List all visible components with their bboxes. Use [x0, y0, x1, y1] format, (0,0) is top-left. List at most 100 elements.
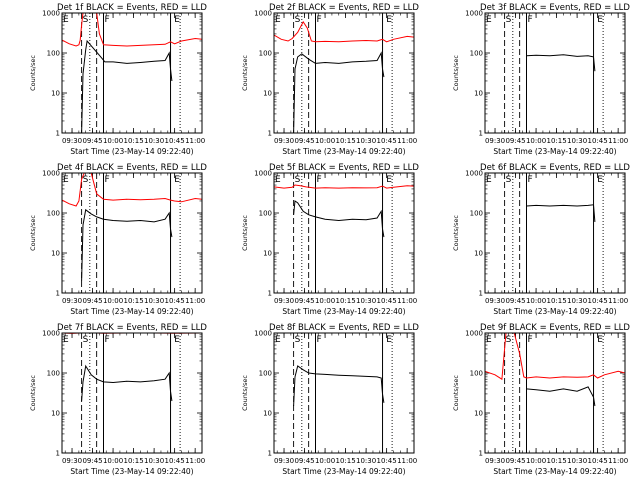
y-tick-label: 100 — [259, 50, 272, 58]
segment-marker-F: F — [527, 175, 532, 185]
plot-frame — [62, 333, 202, 453]
x-axis-label: Start Time (23-May-14 09:22:40) — [70, 307, 193, 316]
x-tick-label: 10:00 — [103, 457, 123, 465]
segment-marker-E: E — [174, 335, 180, 345]
y-tick-label: 100 — [470, 50, 483, 58]
segment-marker-E: E — [486, 15, 492, 25]
x-tick-label: 10:45 — [588, 137, 608, 145]
x-axis-label: Start Time (23-May-14 09:22:40) — [70, 147, 193, 156]
detector-panel-7: Det 7f BLACK = Events, RED = LLDCounts/s… — [29, 323, 207, 476]
segment-marker-E: E — [275, 335, 281, 345]
plot-frame — [485, 173, 625, 293]
x-tick-label: 10:15 — [547, 457, 567, 465]
x-tick-label: 09:45 — [294, 457, 314, 465]
y-tick-label: 1000 — [42, 10, 60, 18]
y-tick-label: 1 — [479, 290, 483, 298]
detector-panel-9: Det 9f BLACK = Events, RED = LLD Counts/s… — [452, 323, 630, 476]
events-series-line — [294, 201, 384, 237]
events-series-line — [82, 366, 172, 401]
x-tick-label: 10:15 — [547, 297, 567, 305]
lld-series-line — [274, 185, 414, 188]
panel-title: Det 1f BLACK = Events, RED = LLD — [57, 3, 207, 13]
plot-frame — [274, 173, 414, 293]
y-axis-label: Counts/sec — [29, 215, 37, 251]
x-tick-label: 11:00 — [397, 457, 417, 465]
x-tick-label: 10:30 — [567, 457, 587, 465]
y-tick-label: 1000 — [465, 10, 483, 18]
segment-marker-E: E — [63, 15, 69, 25]
segment-marker-E: E — [597, 15, 603, 25]
x-tick-label: 09:45 — [294, 137, 314, 145]
x-tick-label: 09:30 — [485, 297, 505, 305]
segment-marker-F: F — [527, 15, 532, 25]
x-tick-label: 10:45 — [165, 457, 185, 465]
x-tick-label: 10:45 — [165, 137, 185, 145]
x-tick-label: 10:30 — [356, 457, 376, 465]
x-tick-label: 10:00 — [315, 137, 335, 145]
segment-marker-F: F — [104, 15, 109, 25]
x-axis-label: Start Time (23-May-14 09:22:40) — [493, 147, 616, 156]
detector-panel-5: Det 5f BLACK = Events, RED = LLDCounts/s… — [241, 163, 419, 316]
panel-title: Det 4f BLACK = Events, RED = LLD — [57, 163, 207, 173]
x-tick-label: 10:15 — [336, 137, 356, 145]
y-tick-label: 1 — [268, 290, 272, 298]
y-axis-label: Counts/sec — [241, 375, 249, 411]
panel-title: Det 6f BLACK = Events, RED = LLD — [480, 163, 630, 173]
x-tick-label: 09:30 — [62, 457, 82, 465]
x-tick-label: 10:30 — [144, 457, 164, 465]
panel-title: Det 9f BLACK = Events, RED = LLD — [480, 323, 630, 333]
segment-marker-S: S — [295, 15, 301, 25]
y-tick-label: 10 — [263, 250, 272, 258]
x-tick-label: 11:00 — [185, 137, 205, 145]
y-axis-label: Counts/sec — [452, 375, 460, 411]
x-tick-label: 10:00 — [526, 297, 546, 305]
y-tick-label: 1000 — [42, 170, 60, 178]
y-tick-label: 1000 — [42, 330, 60, 338]
segment-marker-S: S — [83, 15, 89, 25]
x-tick-label: 10:00 — [315, 457, 335, 465]
y-tick-label: 1000 — [465, 170, 483, 178]
segment-marker-E: E — [486, 335, 492, 345]
x-tick-label: 11:00 — [608, 137, 628, 145]
y-tick-label: 100 — [259, 370, 272, 378]
y-tick-label: 1000 — [465, 330, 483, 338]
x-tick-label: 09:30 — [485, 457, 505, 465]
x-axis-label: Start Time (23-May-14 09:22:40) — [70, 467, 193, 476]
y-axis-label: Counts/sec — [29, 55, 37, 91]
x-tick-label: 10:15 — [124, 137, 144, 145]
segment-marker-F: F — [316, 15, 321, 25]
panel-title: Det 5f BLACK = Events, RED = LLD — [269, 163, 419, 173]
y-tick-label: 1 — [479, 450, 483, 458]
x-tick-label: 09:30 — [62, 137, 82, 145]
x-tick-label: 09:30 — [62, 297, 82, 305]
x-tick-label: 10:30 — [356, 297, 376, 305]
plot-frame — [485, 333, 625, 453]
plot-frame — [274, 333, 414, 453]
x-tick-label: 11:00 — [608, 297, 628, 305]
events-series-line — [294, 53, 384, 133]
x-tick-label: 10:30 — [567, 137, 587, 145]
detector-panel-8: Det 8f BLACK = Events, RED = LLDCounts/s… — [241, 323, 419, 476]
segment-marker-S: S — [295, 335, 301, 345]
x-axis-label: Start Time (23-May-14 09:22:40) — [282, 147, 405, 156]
y-tick-label: 1000 — [254, 330, 272, 338]
detector-panel-4: Det 4f BLACK = Events, RED = LLD Counts/s… — [29, 163, 207, 316]
x-tick-label: 09:45 — [294, 297, 314, 305]
x-tick-label: 10:00 — [315, 297, 335, 305]
segment-marker-S: S — [295, 175, 301, 185]
x-tick-label: 10:30 — [144, 297, 164, 305]
x-tick-label: 10:45 — [588, 457, 608, 465]
x-tick-label: 10:30 — [144, 137, 164, 145]
x-tick-label: 09:30 — [485, 137, 505, 145]
detector-panel-3: Det 3f BLACK = Events, RED = LLDCounts/s… — [452, 3, 630, 156]
y-tick-label: 10 — [474, 90, 483, 98]
y-tick-label: 10 — [51, 90, 60, 98]
x-tick-label: 10:15 — [124, 457, 144, 465]
y-tick-label: 1 — [56, 290, 60, 298]
y-tick-label: 10 — [51, 410, 60, 418]
y-axis-label: Counts/sec — [29, 375, 37, 411]
y-axis-label: Counts/sec — [452, 55, 460, 91]
x-axis-label: Start Time (23-May-14 09:22:40) — [282, 307, 405, 316]
x-tick-label: 09:45 — [505, 297, 525, 305]
